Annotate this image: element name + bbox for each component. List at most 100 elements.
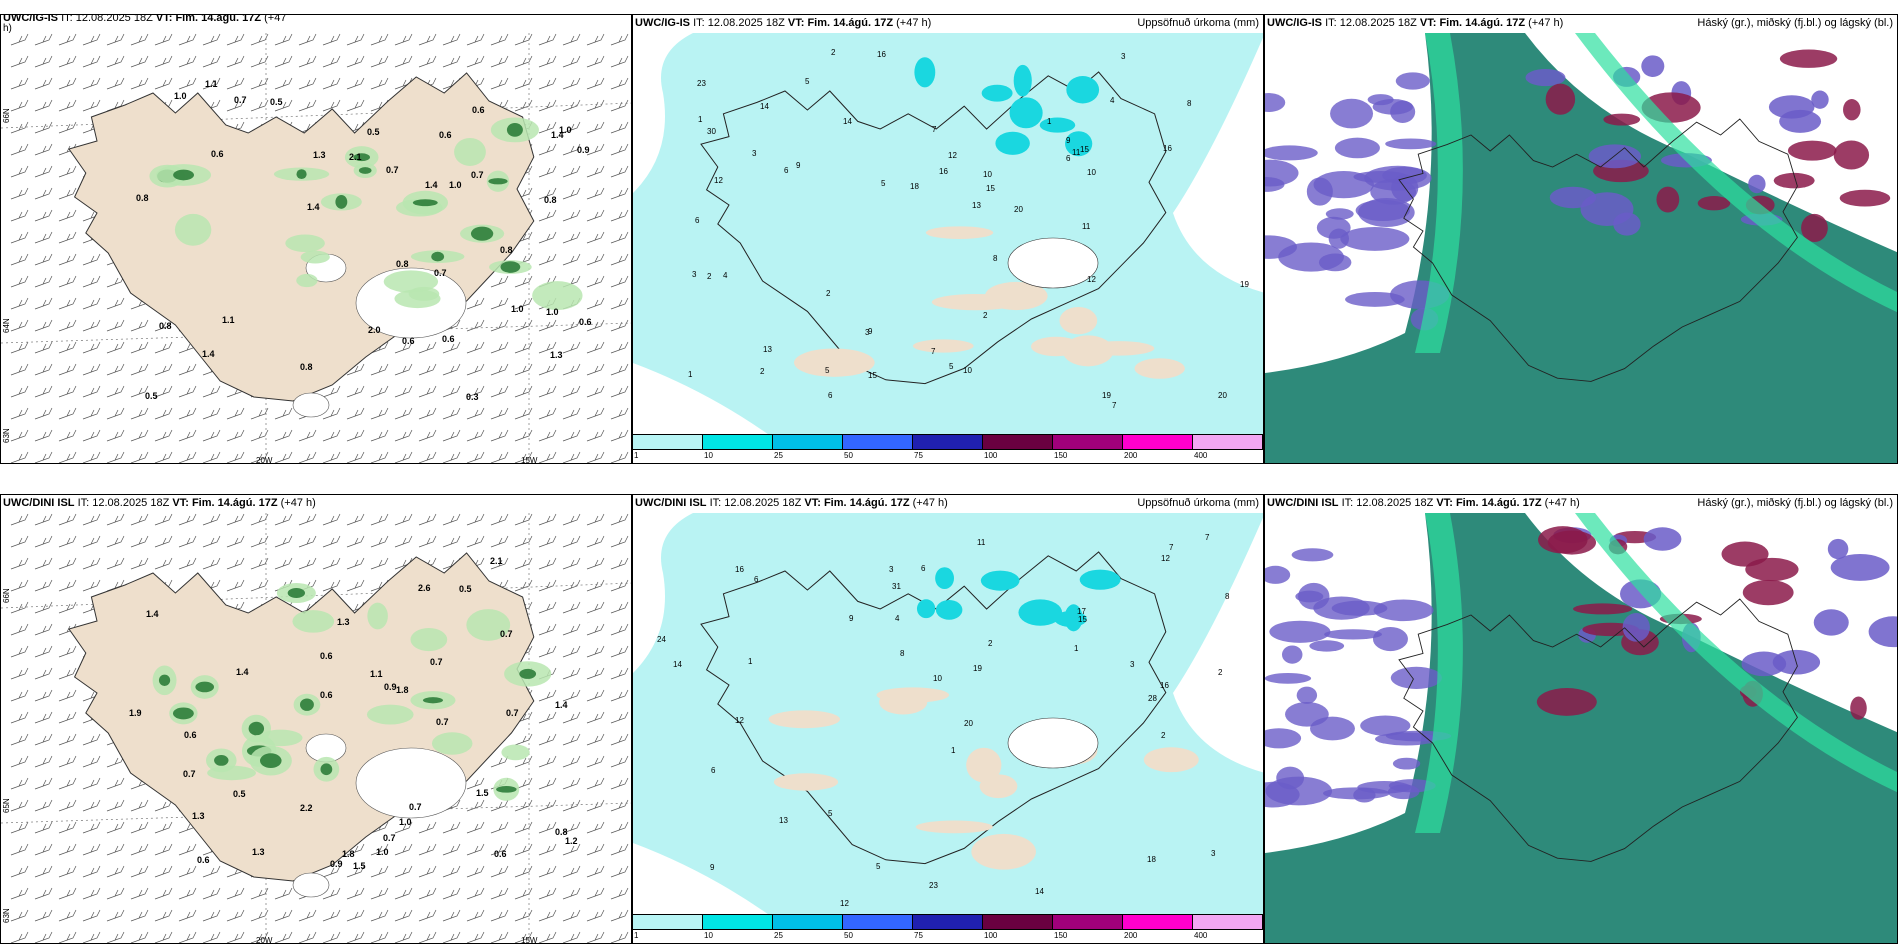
wind-barb: [538, 689, 557, 702]
precip-blob: [431, 251, 445, 262]
precip-value: 1.4: [551, 130, 564, 140]
wind-barb: [370, 55, 389, 68]
wind-barb: [10, 99, 29, 112]
map-panel-5: UWC/DINI ISL IT: 12.08.2025 18Z VT: Fim.…: [632, 494, 1264, 944]
precip-value: 0.7: [409, 802, 422, 812]
cloud-map: [1265, 513, 1897, 943]
wind-barb: [178, 843, 197, 856]
precip-value: 1.3: [337, 617, 350, 627]
wind-barb: [610, 363, 629, 376]
wind-barb: [274, 77, 293, 90]
wind-barb: [322, 407, 341, 420]
wind-barb: [418, 535, 437, 548]
wind-barb: [82, 77, 101, 90]
precip-value: 8: [993, 254, 998, 263]
mid-cloud: [1385, 138, 1437, 150]
wind-barb: [10, 165, 29, 178]
panel-header: UWC/DINI ISL IT: 12.08.2025 18Z VT: Fim.…: [3, 497, 316, 509]
precip-value: 10: [983, 170, 992, 179]
precip-value: 0.8: [555, 827, 568, 837]
wind-barb: [82, 557, 101, 570]
wind-barb: [442, 535, 461, 548]
wind-barb: [250, 909, 269, 922]
wind-barb: [274, 887, 293, 900]
clear-area: [1525, 33, 1897, 253]
mid-cloud: [1370, 179, 1417, 205]
wind-barb: [154, 77, 173, 90]
wind-barb: [130, 363, 149, 376]
wind-barb: [250, 429, 269, 442]
wind-barb: [82, 297, 101, 310]
wind-barb: [346, 429, 365, 442]
precip-value: 9: [868, 327, 873, 336]
precip-value: 1.4: [555, 700, 568, 710]
wind-barb: [34, 231, 53, 244]
precip-value: 20: [1218, 391, 1227, 400]
wind-barb: [202, 887, 221, 900]
wind-barb: [562, 755, 581, 768]
wind-barb: [394, 363, 413, 376]
wind-barb: [538, 77, 557, 90]
wind-barb: [442, 865, 461, 878]
wind-barb: [394, 535, 413, 548]
lat-label: 66N: [2, 588, 11, 603]
precip-value: 1.0: [174, 91, 187, 101]
wind-barb: [34, 363, 53, 376]
wind-barb: [610, 99, 629, 112]
wind-barb: [610, 341, 629, 354]
precip-core: [916, 599, 936, 619]
wind-barb: [34, 579, 53, 592]
wind-barb: [490, 319, 509, 332]
wind-barb: [466, 535, 485, 548]
colorbar-tick: 50: [844, 931, 853, 940]
no-precip-area: [633, 843, 783, 925]
wind-barb: [82, 821, 101, 834]
wind-barb: [106, 319, 125, 332]
wind-barb: [58, 711, 77, 724]
precip-value: 0.7: [436, 717, 449, 727]
cloud-blob: [1748, 174, 1766, 194]
wind-barb: [610, 297, 629, 310]
precip-value: 2.6: [418, 583, 431, 593]
wind-barb: [586, 143, 605, 156]
precip-value: 1: [1047, 117, 1052, 126]
mid-cloud: [1372, 626, 1408, 652]
glacier: [1007, 717, 1099, 769]
precip-value: 17: [1077, 607, 1086, 616]
wind-barb: [154, 557, 173, 570]
cloud-blob: [1773, 172, 1815, 189]
lead-time: (+47: [264, 14, 287, 24]
wind-barb: [610, 275, 629, 288]
mid-cloud: [1360, 715, 1411, 736]
wind-barb: [466, 319, 485, 332]
mid-cloud: [1282, 645, 1303, 664]
precip-core: [914, 57, 936, 88]
precip-value: 0.8: [500, 245, 513, 255]
precip-value: 10: [1087, 168, 1096, 177]
precip-value: 1.1: [370, 669, 383, 679]
mid-cloud: [1390, 666, 1442, 690]
wind-barb: [562, 33, 581, 46]
wind-barb: [610, 667, 629, 680]
wind-barb: [586, 231, 605, 244]
precip-blob: [299, 698, 314, 711]
precip-value: 0.7: [506, 708, 519, 718]
wind-barb: [346, 931, 365, 943]
wind-barb: [610, 909, 629, 922]
precip-value: 2: [1218, 668, 1223, 677]
cloud-blob: [1839, 189, 1891, 207]
precip-value: 1.3: [252, 847, 265, 857]
wind-barb: [10, 865, 29, 878]
wind-barb: [34, 165, 53, 178]
precip-value: 7: [1169, 543, 1174, 552]
wind-barb: [418, 363, 437, 376]
precip-blob: [287, 588, 306, 598]
precip-value: 0.9: [330, 859, 343, 869]
mid-cloud: [1269, 620, 1331, 643]
precip-value: 1: [688, 370, 693, 379]
precip-blob: [488, 178, 508, 185]
wind-barb: [58, 887, 77, 900]
wind-barb: [538, 931, 557, 943]
wind-barb: [514, 385, 533, 398]
mid-cloud: [1265, 145, 1318, 161]
